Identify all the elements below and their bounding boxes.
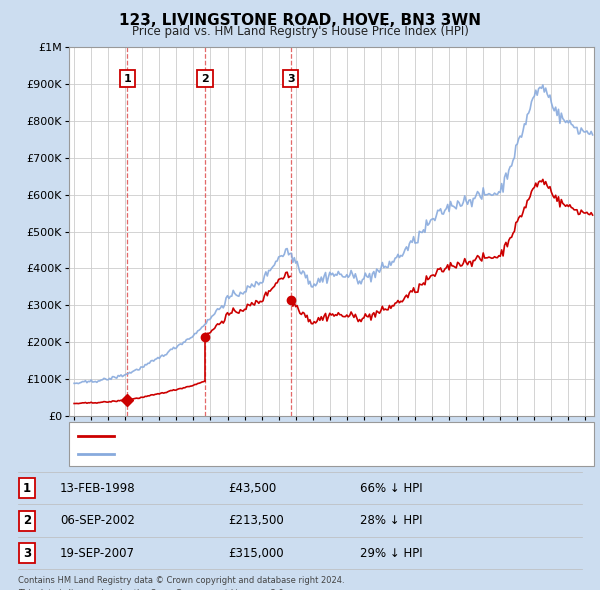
Text: 1: 1 bbox=[23, 481, 31, 495]
Text: 19-SEP-2007: 19-SEP-2007 bbox=[60, 546, 135, 560]
Text: 2: 2 bbox=[23, 514, 31, 527]
Text: 13-FEB-1998: 13-FEB-1998 bbox=[60, 481, 136, 495]
Text: 28% ↓ HPI: 28% ↓ HPI bbox=[360, 514, 422, 527]
Text: £315,000: £315,000 bbox=[228, 546, 284, 560]
Text: £43,500: £43,500 bbox=[228, 481, 276, 495]
Text: £213,500: £213,500 bbox=[228, 514, 284, 527]
Text: 29% ↓ HPI: 29% ↓ HPI bbox=[360, 546, 422, 560]
Text: Contains HM Land Registry data © Crown copyright and database right 2024.: Contains HM Land Registry data © Crown c… bbox=[18, 576, 344, 585]
Text: 123, LIVINGSTONE ROAD, HOVE, BN3 3WN: 123, LIVINGSTONE ROAD, HOVE, BN3 3WN bbox=[119, 13, 481, 28]
Text: HPI: Average price, detached house, Brighton and Hove: HPI: Average price, detached house, Brig… bbox=[120, 449, 410, 458]
Text: 1: 1 bbox=[124, 74, 131, 84]
Text: 3: 3 bbox=[287, 74, 295, 84]
Text: 3: 3 bbox=[23, 546, 31, 560]
Text: 06-SEP-2002: 06-SEP-2002 bbox=[60, 514, 135, 527]
Text: 123, LIVINGSTONE ROAD, HOVE, BN3 3WN (detached house): 123, LIVINGSTONE ROAD, HOVE, BN3 3WN (de… bbox=[120, 431, 437, 441]
Text: Price paid vs. HM Land Registry's House Price Index (HPI): Price paid vs. HM Land Registry's House … bbox=[131, 25, 469, 38]
Text: 66% ↓ HPI: 66% ↓ HPI bbox=[360, 481, 422, 495]
Text: This data is licensed under the Open Government Licence v3.0.: This data is licensed under the Open Gov… bbox=[18, 589, 286, 590]
Text: 2: 2 bbox=[201, 74, 209, 84]
